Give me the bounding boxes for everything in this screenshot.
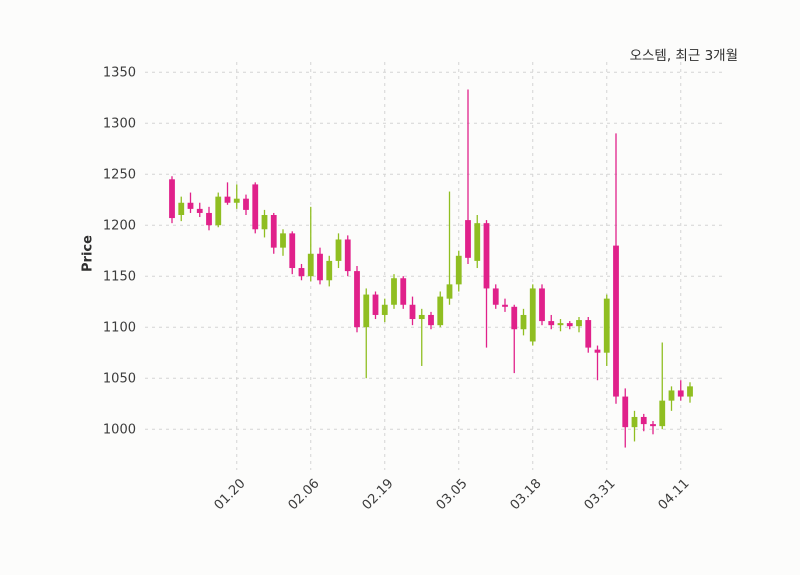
candle-body [317,253,323,281]
candle-body [335,239,342,261]
candle-body [391,278,397,305]
candle-body [400,278,407,305]
x-tick-label: 03.05 [434,476,471,513]
candle-body [289,233,296,269]
x-tick-label: 03.31 [582,476,619,513]
y-tick-label: 1250 [103,168,136,183]
x-tick-label: 01.20 [212,476,249,513]
candle-body [428,314,434,326]
y-tick-label: 1050 [103,372,136,387]
y-tick-label: 1200 [103,219,136,234]
candle-body [576,320,582,327]
candle-body [566,323,573,327]
candle-body [169,179,175,219]
x-tick-label: 03.18 [508,476,545,513]
x-tick-label: 02.06 [286,476,323,513]
candle-body [520,314,527,330]
candle-body [474,223,481,261]
candle-body [178,202,185,215]
candle-body [687,386,693,397]
candle-body [243,198,249,210]
candle-body [585,320,592,348]
candle-body [465,220,471,258]
y-tick-label: 1300 [103,117,136,132]
candle-body [613,245,619,397]
candle-body [418,314,425,320]
candle-body [677,390,684,397]
candle-body [511,306,518,330]
candle-body [640,416,647,425]
candle-body [455,255,462,285]
candle-body [622,396,629,428]
candle-body [603,298,610,353]
candle-body [215,196,222,226]
candle-body [631,416,638,428]
y-tick-label: 1100 [103,321,136,336]
candle-body [539,288,545,322]
y-tick-label: 1000 [103,423,136,438]
candle-body [298,268,305,277]
x-tick-label: 02.19 [360,476,397,513]
candle-body [307,253,314,277]
candle-body [659,400,666,427]
candle-body [206,212,212,226]
candle-body [261,215,268,230]
candle-body [363,294,370,328]
candle-body [437,296,444,326]
candle-body [187,202,194,209]
candle-body [280,233,286,248]
candle-body [196,208,203,213]
candle-body [483,223,490,289]
candle-body [529,288,536,342]
candle-body [326,260,333,281]
candle-body [446,284,453,299]
candle-body [409,304,416,320]
candle-body [270,215,277,248]
candle-body [557,323,564,326]
candle-body [372,294,379,315]
candle-body [344,239,351,272]
chart-title: 오스템, 최근 3개월 [629,48,738,64]
candle-body [668,390,675,401]
candle-body [548,321,555,326]
candle-body [594,349,601,353]
candle-body [354,271,360,328]
candle-body [492,288,499,305]
candle-body [233,198,240,203]
candle-body [224,196,231,203]
candle-body [381,304,388,315]
y-tick-label: 1150 [103,270,136,285]
x-tick-label: 04.11 [656,476,693,513]
y-tick-label: 1350 [103,66,136,81]
candle-body [502,304,508,307]
candle-body [650,424,656,427]
candle-body [252,184,259,230]
